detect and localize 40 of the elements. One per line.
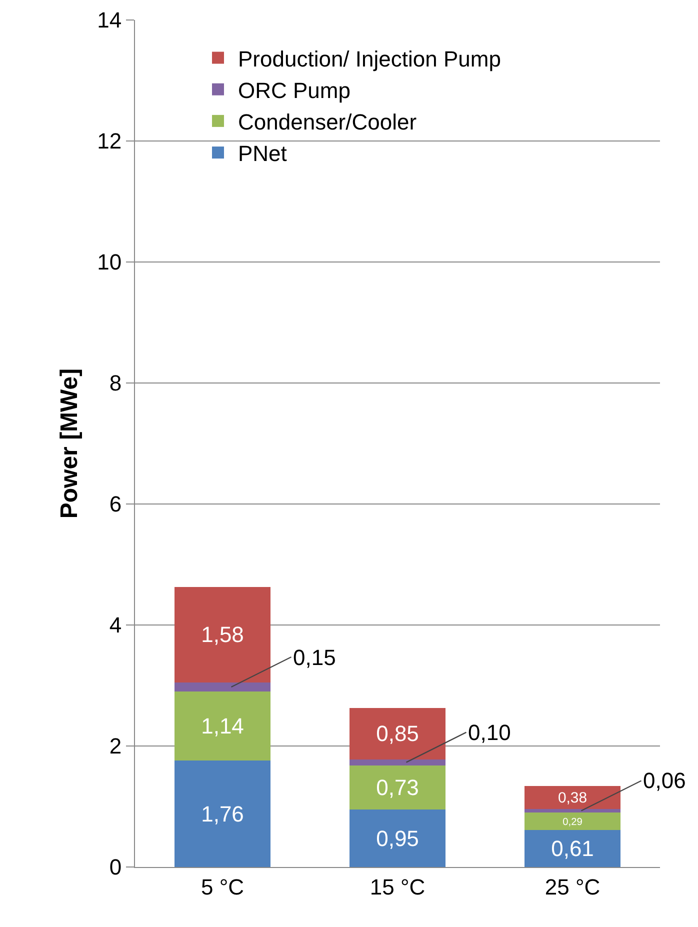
data-label: 0,06 [643,768,686,793]
bar [349,708,446,760]
bar [174,692,271,761]
data-label: 0,29 [562,816,583,828]
data-label: 0,73 [376,774,419,800]
data-label: 0,10 [468,720,511,745]
y-tick-label: 6 [109,492,122,517]
data-label: 0,61 [551,836,594,862]
y-tick-label: 8 [109,370,122,396]
legend-label: Condenser/Cooler [238,110,417,135]
bar [349,765,446,810]
x-tick-label: 25 °C [544,874,600,900]
y-axis-title: Power [MWe] [56,368,83,519]
x-tick-label: 15 °C [370,874,426,900]
data-label: 0,95 [376,826,419,851]
bar [174,586,271,682]
bar [524,786,621,809]
bar [349,759,446,766]
data-label: 0,85 [376,721,419,746]
y-tick-label: 4 [109,612,122,638]
y-tick-label: 10 [97,250,122,275]
bar [349,810,446,867]
legend-label: ORC Pump [238,78,350,103]
y-tick-label: 0 [109,854,122,880]
data-label: 1,58 [201,622,244,648]
y-tick-label: 14 [97,8,122,33]
data-label: 0,38 [558,790,588,807]
data-label: 0,15 [293,645,336,670]
bar [174,760,271,867]
y-tick-label: 12 [97,128,122,154]
x-tick-label: 5 °C [200,874,244,900]
legend-label: PNet [238,141,287,166]
legend-label: Production/ Injection Pump [238,46,501,72]
data-label: 1,14 [201,714,244,739]
bar [524,830,621,867]
bar [174,682,271,692]
data-label: 1,76 [201,801,244,826]
bar [524,812,621,830]
y-tick-label: 2 [109,734,122,759]
bar [524,808,621,813]
